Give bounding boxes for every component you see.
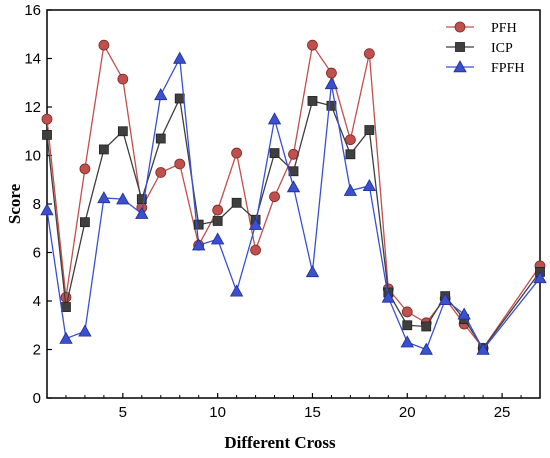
data-point [533, 271, 547, 284]
data-point [326, 67, 337, 79]
data-point [344, 134, 356, 146]
data-point [421, 321, 432, 332]
data-point [98, 39, 110, 51]
data-point [454, 21, 466, 33]
y-axis-title: Score [5, 183, 24, 224]
data-point [231, 147, 243, 159]
data-point [345, 149, 356, 160]
data-point [155, 167, 167, 178]
data-point [381, 290, 395, 303]
data-point [61, 302, 71, 312]
data-point [212, 204, 224, 216]
y-tick-label: 10 [24, 148, 41, 165]
data-point [212, 216, 223, 226]
y-tick-label: 6 [33, 245, 41, 262]
data-point [192, 238, 206, 251]
data-point [453, 60, 467, 73]
data-point [438, 292, 452, 305]
axis-ticks: 0 2 4 6 8 10 12 14 16 5 10 15 20 25 [24, 2, 541, 421]
y-tick-label: 12 [24, 99, 41, 116]
data-point [269, 148, 280, 158]
data-point [173, 51, 187, 64]
data-point [286, 180, 301, 193]
data-point [229, 284, 244, 297]
series-group [40, 39, 547, 355]
data-point [250, 244, 261, 256]
data-point [59, 331, 73, 344]
data-point [419, 342, 433, 355]
legend-label: PFH [491, 21, 517, 36]
data-point [79, 163, 91, 175]
data-point [400, 335, 414, 348]
data-point [269, 191, 280, 203]
series-fpfh [40, 51, 547, 355]
data-point [476, 342, 490, 355]
data-point [324, 77, 339, 90]
legend-label: ICP [491, 41, 513, 56]
data-point [40, 203, 54, 216]
data-point [210, 232, 225, 245]
data-point [307, 96, 318, 106]
x-tick-label: 10 [209, 404, 226, 421]
data-point [231, 197, 242, 208]
data-point [117, 73, 129, 85]
data-point [116, 192, 130, 205]
x-tick-label: 15 [304, 404, 321, 421]
data-point [97, 191, 111, 204]
data-point [363, 48, 375, 60]
data-point [154, 88, 168, 101]
data-point [307, 39, 318, 51]
data-point [41, 113, 53, 125]
data-point [343, 183, 358, 196]
legend: PFH ICP FPFH [446, 21, 524, 76]
x-tick-label: 5 [119, 404, 127, 421]
y-tick-label: 16 [24, 2, 41, 19]
data-point [267, 112, 282, 125]
data-point [78, 324, 92, 337]
x-tick-label: 25 [494, 404, 511, 421]
data-point [401, 306, 413, 318]
data-point [364, 125, 375, 135]
data-point [80, 217, 90, 228]
y-tick-label: 14 [24, 51, 41, 68]
y-tick-label: 8 [33, 196, 41, 213]
data-point [455, 42, 465, 52]
data-point [248, 217, 263, 230]
y-tick-label: 4 [33, 293, 41, 310]
data-point [135, 206, 149, 219]
data-point [305, 265, 320, 278]
data-point [193, 219, 204, 230]
data-point [117, 126, 128, 137]
data-point [457, 307, 471, 320]
legend-label: FPFH [491, 61, 524, 76]
y-tick-label: 0 [33, 390, 41, 407]
data-point [42, 129, 52, 140]
x-axis-title: Different Cross [224, 433, 336, 452]
y-tick-label: 2 [33, 342, 41, 359]
data-point [402, 320, 413, 331]
data-point [362, 178, 377, 192]
data-point [136, 194, 147, 205]
data-point [174, 158, 186, 170]
data-point [98, 144, 109, 155]
data-point [155, 133, 166, 144]
x-tick-label: 20 [399, 404, 416, 421]
